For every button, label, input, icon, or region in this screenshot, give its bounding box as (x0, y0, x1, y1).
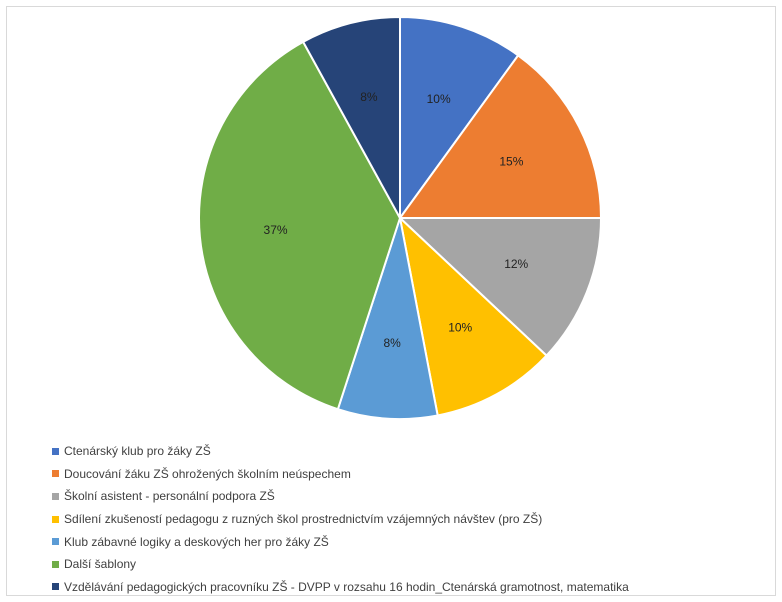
pie-slice-2 (397, 217, 603, 358)
legend-label: Další šablony (64, 557, 137, 572)
legend-swatch (52, 470, 59, 478)
legend-swatch (52, 447, 59, 455)
slice-label-4: 8% (383, 336, 401, 350)
legend-item: Klub zábavné logiky a deskových her pro … (52, 530, 629, 553)
legend-swatch (52, 492, 59, 500)
legend-swatch (52, 583, 59, 591)
pie-chart: 10% 15% 12% 10% 8% 37% 8% (198, 15, 603, 420)
legend-label: Vzdělávání pedagogických pracovníku ZŠ -… (64, 579, 629, 594)
legend-label: Ctenárský klub pro žáky ZŠ (64, 444, 211, 459)
pie-slice-4 (336, 217, 439, 420)
pie-slice-6 (301, 15, 401, 219)
slice-label-1: 15% (499, 154, 523, 168)
pie-slice-3 (398, 215, 548, 417)
legend-item: Ctenárský klub pro žáky ZŠ (52, 440, 629, 463)
pie-slice-1 (398, 53, 603, 219)
chart-area: 10% 15% 12% 10% 8% 37% 8% Ctenárský klub pro ž… (6, 6, 776, 596)
legend-label: Školní asistent - personální podpora ZŠ (64, 489, 275, 504)
legend-item: Sdílení zkušeností pedagogu z ruzných šk… (52, 508, 629, 531)
pie-slice-0 (399, 15, 520, 222)
legend: Ctenárský klub pro žáky ZŠ Doucování žáku… (52, 440, 629, 598)
legend-swatch (52, 560, 59, 568)
slice-label-3: 10% (448, 321, 472, 335)
legend-item: Doucování žáku ZŠ ohrožených školním neú… (52, 463, 629, 486)
legend-label: Klub zábavné logiky a deskových her pro … (64, 534, 329, 549)
pie-slice-5 (198, 40, 402, 411)
legend-label: Doucování žáku ZŠ ohrožených školním neú… (64, 466, 351, 481)
legend-item: Školní asistent - personální podpora ZŠ (52, 485, 629, 508)
legend-swatch (52, 538, 59, 546)
legend-item: Vzdělávání pedagogických pracovníku ZŠ -… (52, 576, 629, 599)
legend-label: Sdílení zkušeností pedagogu z ruzných šk… (64, 512, 543, 527)
legend-swatch (52, 515, 59, 523)
slice-label-6: 8% (360, 90, 378, 104)
slice-label-2: 12% (504, 257, 528, 271)
slice-label-5: 37% (264, 223, 288, 237)
slice-label-0: 10% (427, 92, 451, 106)
legend-item: Další šablony (52, 553, 629, 576)
